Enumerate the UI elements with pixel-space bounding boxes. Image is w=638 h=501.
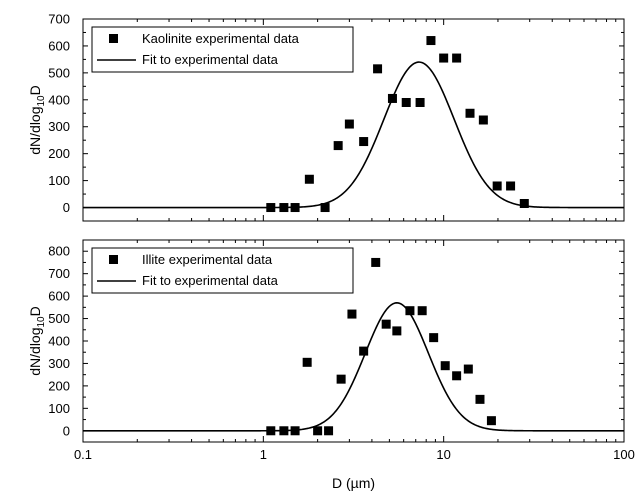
data-point	[452, 371, 462, 381]
data-point	[387, 93, 397, 103]
y-tick-label: 500	[48, 65, 70, 80]
y-tick-label: 300	[48, 119, 70, 134]
data-point	[313, 426, 323, 436]
y-tick-label: 600	[48, 289, 70, 304]
y-axis-title-main: dN/dlog	[27, 327, 43, 375]
data-point	[415, 97, 425, 107]
x-tick-label: 1	[260, 447, 267, 462]
data-point	[440, 361, 450, 371]
data-point	[381, 319, 391, 329]
data-point	[426, 36, 436, 46]
data-point	[506, 181, 516, 191]
y-tick-label: 100	[48, 401, 70, 416]
data-point	[359, 137, 369, 147]
x-tick-label: 10	[436, 447, 450, 462]
data-point	[465, 108, 475, 118]
data-point	[463, 364, 473, 374]
data-point	[371, 257, 381, 267]
data-point	[417, 306, 427, 316]
y-axis-title-subscript: 10	[36, 95, 47, 107]
data-point	[475, 394, 485, 404]
y-tick-label: 700	[48, 266, 70, 281]
data-point	[373, 64, 383, 74]
y-axis-title: dN/dlog10D	[27, 306, 47, 376]
data-point	[266, 203, 276, 213]
data-point	[392, 326, 402, 336]
legend-box	[91, 26, 354, 73]
data-point	[401, 97, 411, 107]
legend-marker-points	[109, 255, 118, 264]
data-point	[344, 119, 354, 129]
y-axis-title: dN/dlog10D	[27, 85, 47, 155]
data-point	[429, 333, 439, 343]
x-tick-label: 100	[613, 447, 635, 462]
legend-box	[91, 247, 354, 294]
y-tick-label: 100	[48, 173, 70, 188]
data-point	[439, 53, 449, 63]
data-point	[405, 306, 415, 316]
data-point	[279, 203, 289, 213]
y-axis-title-subscript: 10	[36, 316, 47, 328]
data-point	[336, 374, 346, 384]
y-tick-label: 600	[48, 38, 70, 53]
data-point	[452, 53, 462, 63]
data-point	[478, 115, 488, 125]
data-point	[359, 346, 369, 356]
y-axis-title-main: dN/dlog	[27, 106, 43, 154]
y-tick-label: 0	[63, 423, 70, 438]
y-axis-title-tail: D	[27, 306, 43, 316]
data-point	[324, 426, 334, 436]
legend-label-line: Fit to experimental data	[142, 52, 279, 67]
y-tick-label: 800	[48, 244, 70, 259]
y-axis-title-tail: D	[27, 85, 43, 95]
y-tick-label: 500	[48, 311, 70, 326]
x-tick-label: 0.1	[74, 447, 92, 462]
data-point	[290, 426, 300, 436]
data-point	[266, 426, 276, 436]
y-tick-label: 0	[63, 200, 70, 215]
data-point	[333, 141, 343, 151]
y-tick-label: 200	[48, 378, 70, 393]
x-axis-title: D (µm)	[332, 475, 375, 491]
data-point	[304, 174, 314, 184]
data-point	[519, 198, 529, 208]
legend-label-points: Kaolinite experimental data	[142, 31, 300, 46]
y-tick-label: 700	[48, 12, 70, 27]
data-point	[486, 416, 496, 426]
data-point	[290, 203, 300, 213]
legend-marker-points	[109, 34, 118, 43]
fit-curve	[83, 302, 624, 432]
data-point	[320, 203, 330, 213]
y-tick-label: 200	[48, 146, 70, 161]
y-tick-label: 400	[48, 334, 70, 349]
legend-label-line: Fit to experimental data	[142, 273, 279, 288]
fit-curve	[83, 61, 624, 209]
data-point	[279, 426, 289, 436]
data-point	[302, 357, 312, 367]
y-tick-label: 400	[48, 92, 70, 107]
legend-label-points: Illite experimental data	[142, 252, 273, 267]
y-tick-label: 300	[48, 356, 70, 371]
plot-frame	[82, 18, 625, 222]
data-point	[347, 309, 357, 319]
data-point	[492, 181, 502, 191]
